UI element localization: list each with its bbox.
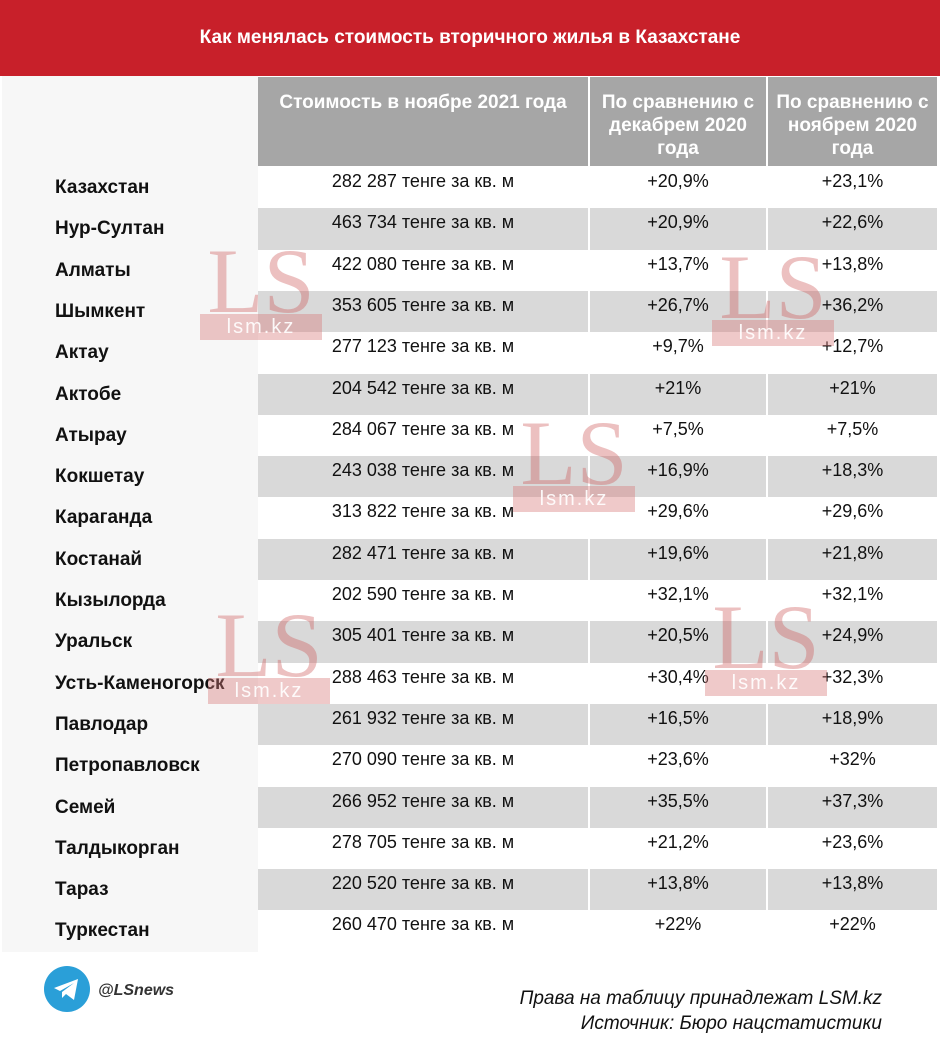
table-cell: 284 067 тенге за кв. м <box>331 418 515 439</box>
row-label: Шымкент <box>55 300 146 322</box>
title-bar <box>0 0 940 76</box>
table-cell: 353 605 тенге за кв. м <box>331 294 515 315</box>
table-cell: +20,9% <box>647 171 709 191</box>
row-label: Тараз <box>55 879 109 901</box>
table-cell: +21% <box>654 377 702 398</box>
telegram-handle: @LSnews <box>98 982 175 999</box>
table-cell: +18,9% <box>821 707 884 728</box>
table-cell: +32,3% <box>821 666 884 687</box>
row-band <box>258 538 937 580</box>
table-cell: 282 471 тенге за кв. м <box>331 542 515 563</box>
row-label: Усть-Каменогорск <box>55 672 225 694</box>
table-cell: 282 287 тенге за кв. м <box>331 171 515 191</box>
table-cell: +7,5% <box>652 418 704 439</box>
table-cell: 204 542 тенге за кв. м <box>331 377 515 398</box>
row-label: Талдыкорган <box>55 837 180 859</box>
row-band <box>258 208 937 250</box>
table-cell: 278 705 тенге за кв. м <box>331 831 515 852</box>
row-band <box>258 373 937 415</box>
title: Как менялась стоимость вторичного жилья … <box>199 27 741 48</box>
table-cell: +22% <box>654 914 702 935</box>
table-cell: +22,6% <box>821 212 884 233</box>
table-cell: 261 932 тенге за кв. м <box>331 707 515 728</box>
table-cell: +16,9% <box>647 460 709 481</box>
source-note: Источник: Бюро нацстатистики <box>580 1013 882 1034</box>
row-label: Туркестан <box>55 920 150 942</box>
table-cell: +23,1% <box>821 171 884 191</box>
row-band <box>258 786 937 828</box>
rights-note: Права на таблицу принадлежат LSM.kz <box>519 988 882 1009</box>
table-cell: +13,8% <box>821 253 884 274</box>
table-cell: +32,1% <box>821 584 884 604</box>
table-cell: 243 038 тенге за кв. м <box>331 460 515 481</box>
column-header: Стоимость в ноябре 2021 года <box>258 77 588 166</box>
row-label: Нур-Султан <box>55 218 165 240</box>
row-band <box>258 869 937 911</box>
table-cell: 313 822 тенге за кв. м <box>331 501 515 522</box>
column-header: По сравнению с ноябрем 2020 года <box>768 77 937 166</box>
table-cell: +20,9% <box>647 212 709 233</box>
table-cell: +35,5% <box>647 790 709 811</box>
row-label: Кызылорда <box>55 590 166 611</box>
row-band <box>258 290 937 333</box>
table-cell: +13,8% <box>647 873 709 894</box>
table-cell: 220 520 тенге за кв. м <box>331 873 515 894</box>
table-cell: +20,5% <box>647 625 709 646</box>
column-divider <box>588 77 590 952</box>
table-cell: 260 470 тенге за кв. м <box>331 914 515 935</box>
row-band <box>258 456 937 498</box>
row-label: Актобе <box>55 383 122 405</box>
row-label: Павлодар <box>55 713 149 735</box>
table-cell: 266 952 тенге за кв. м <box>331 790 515 811</box>
row-label: Казахстан <box>55 177 150 198</box>
row-band <box>258 621 937 663</box>
table-cell: 202 590 тенге за кв. м <box>331 584 515 604</box>
table-cell: 463 734 тенге за кв. м <box>331 212 515 233</box>
table-cell: +18,3% <box>821 460 884 481</box>
table-cell: +13,7% <box>647 253 709 274</box>
row-label: Караганда <box>55 507 153 529</box>
table-cell: +32,1% <box>647 584 709 604</box>
row-label: Уральск <box>55 631 133 653</box>
row-label: Кокшетау <box>55 466 145 488</box>
table-cell: 277 123 тенге за кв. м <box>331 336 515 357</box>
table-cell: +23,6% <box>647 749 709 770</box>
table-cell: +13,8% <box>821 873 884 894</box>
table-cell: 305 401 тенге за кв. м <box>331 625 515 646</box>
label-column <box>2 76 258 952</box>
row-label: Петропавловск <box>55 755 200 777</box>
table-cell: +30,4% <box>647 666 709 687</box>
table-cell: +21,8% <box>821 542 884 563</box>
telegram-icon <box>44 966 90 1012</box>
table-cell: +9,7% <box>652 336 704 357</box>
table-cell: 288 463 тенге за кв. м <box>331 666 515 687</box>
table-cell: +16,5% <box>647 707 709 728</box>
table-cell: +29,6% <box>821 501 884 522</box>
row-label: Костанай <box>55 548 143 570</box>
table-cell: +21,2% <box>647 831 709 852</box>
table-cell: +24,9% <box>821 625 884 646</box>
table-cell: +21% <box>829 377 876 398</box>
column-header: По сравнению с декабрем 2020 года <box>590 77 766 166</box>
table-cell: +36,2% <box>821 294 884 315</box>
row-label: Семей <box>55 796 116 818</box>
table-cell: +26,7% <box>647 294 709 315</box>
row-band <box>258 703 937 746</box>
table-cell: +7,5% <box>826 418 879 439</box>
table-cell: +19,6% <box>647 542 709 563</box>
column-divider <box>766 77 768 952</box>
table-cell: +37,3% <box>821 790 884 811</box>
table-cell: +32% <box>829 749 876 770</box>
row-label: Актау <box>55 342 109 364</box>
table-cell: 270 090 тенге за кв. м <box>331 749 515 770</box>
table-cell: +22% <box>829 914 876 935</box>
table-cell: +29,6% <box>647 501 709 522</box>
table-cell: 422 080 тенге за кв. м <box>331 253 515 274</box>
row-label: Алматы <box>55 259 131 281</box>
row-label: Атырау <box>55 424 127 446</box>
table-cell: +23,6% <box>821 831 884 852</box>
table-cell: +12,7% <box>821 336 884 357</box>
